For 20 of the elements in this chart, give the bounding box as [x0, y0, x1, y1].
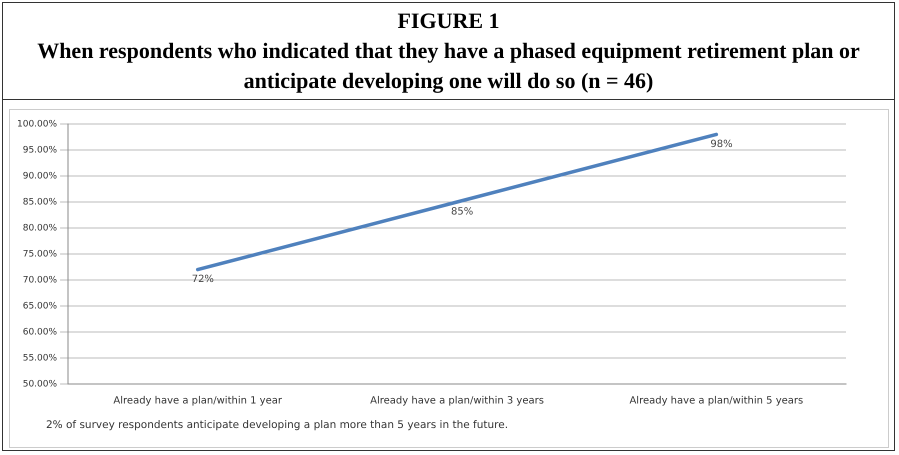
y-tick-label: 75.00% — [22, 249, 58, 260]
chart-subtitle: When respondents who indicated that they have a phased equipment retirement plan or anticipate developing one will do so (n = 46) — [36, 37, 861, 95]
y-tick-label: 60.00% — [22, 327, 58, 338]
x-tick-label: Already have a plan/within 3 years — [370, 396, 544, 407]
x-tick-label: Already have a plan/within 5 years — [629, 396, 804, 407]
data-label: 98% — [710, 138, 733, 150]
x-tick-label: Already have a plan/within 1 year — [113, 396, 283, 407]
y-tick-label: 85.00% — [22, 197, 58, 208]
y-tick-label: 100.00% — [16, 119, 58, 130]
y-tick-label: 65.00% — [22, 301, 58, 312]
y-tick-label: 50.00% — [22, 379, 58, 390]
chart-title: FIGURE 1 — [396, 7, 501, 35]
data-label: 85% — [451, 206, 474, 218]
y-tick-label: 55.00% — [22, 353, 58, 364]
text: 2% of survey respondents anticipate developing a plan more than 5 years in the future. — [46, 419, 508, 431]
data-label: 72% — [192, 274, 214, 286]
y-tick-label: 95.00% — [22, 145, 58, 156]
y-tick-label: 80.00% — [22, 223, 58, 234]
y-tick-label: 90.00% — [22, 171, 58, 182]
y-tick-label: 70.00% — [22, 275, 58, 286]
